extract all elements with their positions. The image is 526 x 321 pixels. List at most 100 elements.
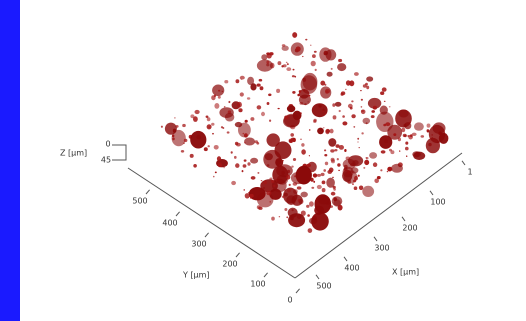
z-axis-label: Z [µm] [60,149,87,158]
particle [383,123,387,127]
particle [276,174,288,185]
particle [216,156,222,162]
particle [311,212,329,231]
particle [362,84,367,88]
particle [300,210,306,216]
particle [351,100,354,103]
particle [284,115,289,120]
particle [271,180,275,183]
particle [241,170,244,173]
x-axis-tick-label: 1 [467,168,472,177]
particle [387,166,393,172]
particle [370,115,375,119]
particle [363,166,366,169]
particle [385,122,391,127]
particle [316,184,322,190]
particle [380,169,383,172]
particle [294,175,297,178]
particle [250,83,257,91]
particle [357,141,359,143]
tick-mark [235,252,240,258]
y-axis-tick-label: 300 [191,240,206,249]
particle [214,103,220,109]
particle [308,155,310,157]
particle [338,109,341,113]
particle [292,32,298,38]
particle [217,95,221,99]
particle [256,83,261,87]
particle [223,166,225,169]
particle [281,44,286,47]
particle [344,149,347,152]
particle [207,145,210,148]
particle [243,189,245,191]
particle [342,121,348,126]
particle [271,216,275,221]
particle [332,103,336,107]
particle [366,85,370,90]
particle [320,80,326,86]
particle [405,141,409,145]
particle [317,127,324,135]
particle [393,133,397,137]
particle [277,61,282,66]
particle [329,128,334,134]
y-axis-tick-label: 0 [287,296,292,305]
particle [340,91,346,96]
particle [193,116,198,122]
particle [411,132,417,136]
tick-mark [145,189,150,195]
particle [238,108,243,113]
particle [297,199,301,202]
particle [326,71,333,77]
x-axis-label: X [µm] [392,268,419,277]
particle [288,213,306,228]
particle [321,188,326,193]
tick-mark [343,256,348,262]
particle [299,112,302,115]
particle [171,129,186,147]
particle [276,88,281,93]
particle [328,138,337,147]
particle [306,204,310,208]
particle [426,123,431,128]
particle [332,176,334,179]
particle [286,67,292,71]
particle [354,72,359,76]
particle [365,157,368,159]
particle [345,156,350,160]
particle [297,93,300,97]
particle [247,76,255,86]
particle [250,157,259,164]
particle [172,137,175,141]
particle [164,122,177,135]
y-axis-label: Y [µm] [182,271,210,280]
particle [425,137,440,154]
particle [380,150,386,154]
particle [193,164,197,168]
x-axis-line [294,152,463,279]
particle [223,106,226,108]
particle [281,45,289,51]
x-axis-tick-label: 400 [344,264,359,273]
particle [398,109,409,118]
particle [269,119,272,122]
particle [335,144,340,148]
particle [288,183,291,186]
particle [295,46,301,52]
particle [266,60,270,64]
particle [330,191,336,196]
y-axis-line [127,167,296,279]
particle [311,186,315,189]
particle [301,149,306,155]
y-axis-tick-label: 100 [250,280,265,289]
particle [281,195,285,198]
particle [336,158,339,161]
particle [290,133,295,137]
particle [414,122,424,131]
particle [235,79,240,84]
tick-mark [315,274,320,280]
particle [256,59,273,72]
particle [269,52,274,56]
particle [214,171,217,174]
